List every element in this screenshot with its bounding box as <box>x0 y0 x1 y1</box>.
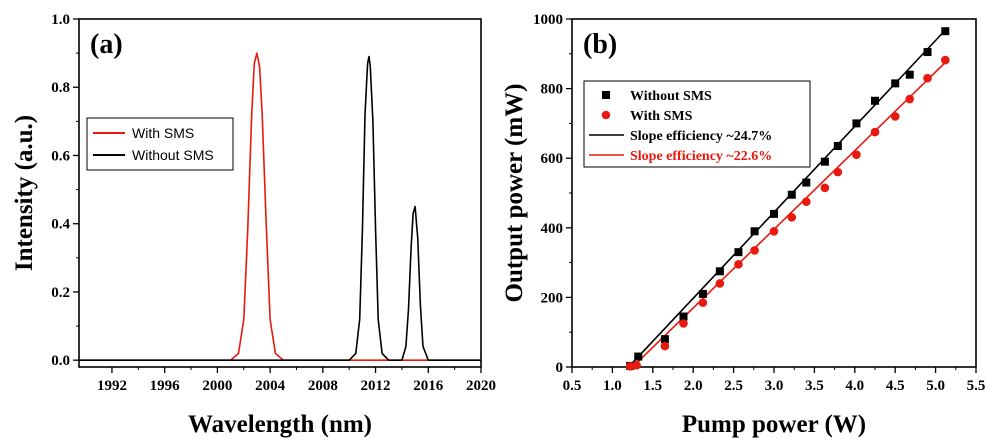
data-point-without-sms <box>905 70 914 79</box>
legend-swatch <box>601 110 611 120</box>
data-point-with-sms <box>734 260 743 269</box>
y-tick-label: 200 <box>541 290 564 306</box>
x-tick-label: 5.5 <box>967 378 986 394</box>
y-tick-label: 1.0 <box>51 12 70 28</box>
data-point-without-sms <box>679 312 688 321</box>
data-point-with-sms <box>852 150 861 160</box>
legend-label: Slope efficiency ~24.7% <box>630 129 772 144</box>
data-point-without-sms <box>923 48 932 57</box>
data-point-without-sms <box>852 119 861 128</box>
y-tick-label: 800 <box>541 82 564 98</box>
panel-b: 0.5 1.0 1.5 2.0 2.5 3.0 3.5 4.0 4.5 5.0 5.5 0 200 400… <box>501 12 985 438</box>
data-point-without-sms <box>871 96 879 105</box>
x-axis-title: Pump power (W) <box>682 411 866 438</box>
data-point-without-sms <box>660 335 669 344</box>
data-point-with-sms <box>750 246 759 255</box>
x-tick-label: 1.5 <box>643 378 662 394</box>
legend-label: With SMS <box>132 125 194 141</box>
data-point-without-sms <box>750 227 759 236</box>
legend-label: Without SMS <box>132 147 214 163</box>
y-tick-label: 600 <box>541 151 564 167</box>
x-tick-label: 2012 <box>361 378 391 394</box>
x-tick-label: 3.5 <box>805 378 824 394</box>
data-point-without-sms <box>833 142 842 151</box>
legend-label: Without SMS <box>630 89 712 104</box>
y-tick-label: 1000 <box>533 12 563 28</box>
data-point-with-sms <box>802 197 811 206</box>
data-point-without-sms <box>820 157 829 166</box>
panel-a: 1992 1996 2000 2004 2008 2012 2016 2020 0.0 0.2 0.… <box>11 12 496 438</box>
data-point-with-sms <box>923 73 932 83</box>
y-tick-label: 0.8 <box>51 80 70 96</box>
x-tick-label: 2.0 <box>684 378 703 394</box>
data-point-with-sms <box>890 112 900 121</box>
data-point-without-sms <box>941 27 950 36</box>
data-point-with-sms <box>698 298 708 307</box>
x-axis-title: Wavelength (nm) <box>188 411 372 438</box>
data-point-without-sms <box>715 267 724 276</box>
y-tick-label: 0.4 <box>51 217 70 233</box>
legend-label: Slope efficiency ~22.6% <box>630 149 772 164</box>
data-point-without-sms <box>787 190 796 199</box>
data-point-with-sms <box>660 341 670 351</box>
x-tick-label: 2008 <box>308 378 338 394</box>
plot-frame <box>78 18 482 368</box>
panel-label: (b) <box>583 29 617 60</box>
legend-label: With SMS <box>630 109 693 124</box>
x-tick-label: 4.0 <box>845 378 864 394</box>
x-tick-label: 1996 <box>150 378 181 394</box>
x-tick-label: 2000 <box>202 378 232 394</box>
data-point-with-sms <box>769 226 779 236</box>
y-axis-title: Intensity (a.u.) <box>11 115 38 271</box>
x-tick-label: 1992 <box>97 378 127 394</box>
y-tick-label: 0.2 <box>51 285 70 301</box>
legend-swatch <box>602 91 610 99</box>
data-point-with-sms <box>870 127 880 137</box>
x-tick-label: 2020 <box>466 378 496 394</box>
x-tick-label: 4.5 <box>886 378 905 394</box>
data-point-with-sms <box>632 360 641 370</box>
y-tick-label: 0 <box>556 360 564 376</box>
data-point-with-sms <box>715 279 725 288</box>
y-tick-label: 400 <box>541 221 564 237</box>
x-tick-label: 0.5 <box>563 378 582 394</box>
data-point-without-sms <box>891 79 900 88</box>
x-tick-label: 1.0 <box>603 378 622 394</box>
y-tick-label: 0.0 <box>51 353 70 369</box>
x-tick-label: 2004 <box>255 378 286 394</box>
x-tick-label: 3.0 <box>765 378 784 394</box>
legend-box <box>583 80 811 168</box>
data-point-without-sms <box>734 248 743 257</box>
x-tick-label: 5.0 <box>926 378 945 394</box>
series-line-without-sms <box>79 55 481 362</box>
legend-box <box>86 117 234 171</box>
data-point-without-sms <box>802 178 811 187</box>
panel-label: (a) <box>90 29 123 60</box>
y-tick-label: 0.6 <box>51 148 70 164</box>
series-line-with-sms <box>79 52 481 362</box>
data-point-without-sms <box>634 352 643 361</box>
data-point-with-sms <box>905 94 915 104</box>
data-point-with-sms <box>625 362 635 371</box>
y-axis-title: Output power (mW) <box>501 84 528 303</box>
data-point-with-sms <box>787 213 797 222</box>
x-tick-label: 2016 <box>413 378 444 394</box>
data-point-with-sms <box>679 319 688 328</box>
data-point-without-sms <box>698 289 707 298</box>
data-point-with-sms <box>833 167 843 177</box>
x-tick-label: 2.5 <box>724 378 743 394</box>
data-point-without-sms <box>770 209 778 218</box>
plot-frame <box>571 18 977 368</box>
data-point-with-sms <box>940 55 950 65</box>
data-point-with-sms <box>820 183 830 193</box>
